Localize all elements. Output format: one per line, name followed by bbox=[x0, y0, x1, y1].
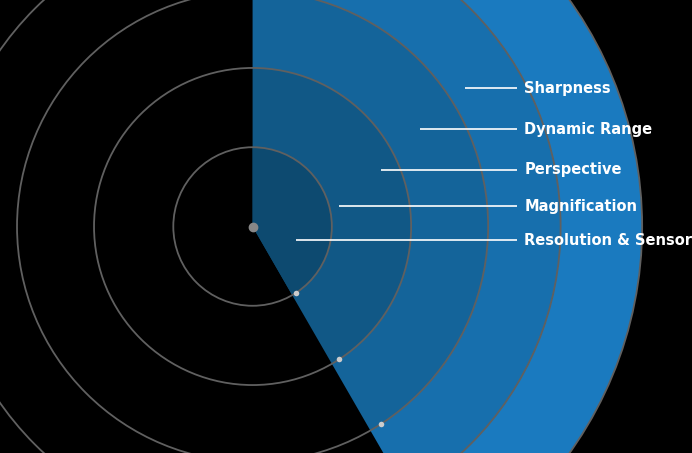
Wedge shape bbox=[253, 0, 642, 453]
Text: Dynamic Range: Dynamic Range bbox=[525, 121, 653, 137]
Text: Perspective: Perspective bbox=[525, 162, 622, 178]
Wedge shape bbox=[253, 147, 332, 295]
Wedge shape bbox=[253, 0, 488, 430]
Text: Magnification: Magnification bbox=[525, 198, 637, 214]
Wedge shape bbox=[253, 0, 561, 453]
Text: Sharpness: Sharpness bbox=[525, 81, 611, 96]
Wedge shape bbox=[253, 68, 411, 364]
Text: Resolution & Sensor Size: Resolution & Sensor Size bbox=[525, 232, 692, 248]
Wedge shape bbox=[253, 147, 332, 295]
